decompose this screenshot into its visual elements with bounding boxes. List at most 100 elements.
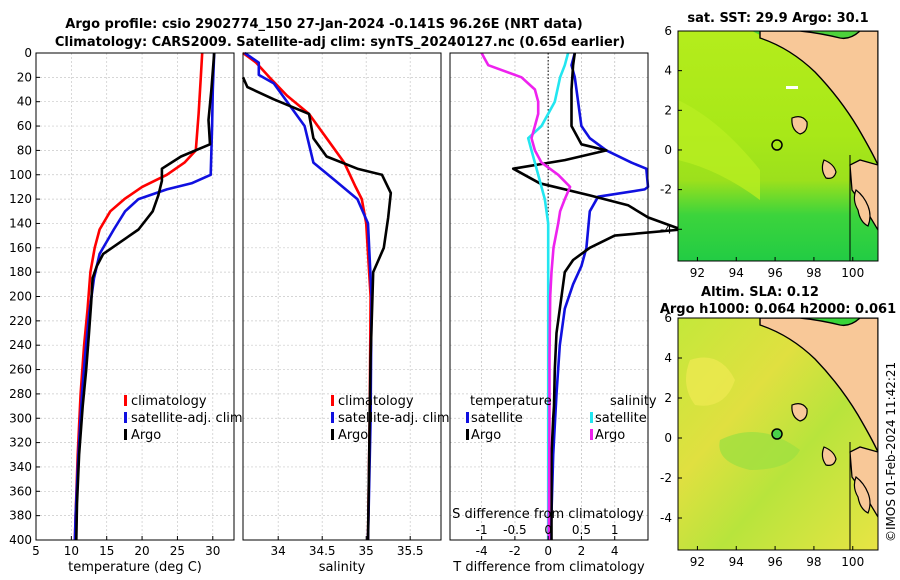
sst-map-ticks: 92 94 96 98 100 6 4 2 0 -2 -4	[660, 24, 864, 280]
legend-title-temperature: temperature	[470, 394, 552, 409]
y-tick-label: 340	[9, 460, 32, 474]
imos-timestamp: ©IMOS 01-Feb-2024 11:42:21	[884, 362, 898, 542]
sumatra-land-south	[849, 159, 878, 232]
s-tick-label: -1	[476, 523, 488, 537]
y-tick-label: 360	[9, 484, 32, 498]
series-argo	[75, 52, 216, 541]
sla-yellow-patch	[686, 357, 735, 406]
series-temperature-argo	[511, 52, 683, 540]
s-tick-label: -0.5	[503, 523, 526, 537]
axes-frame	[242, 52, 442, 541]
x-axis-label: salinity	[319, 560, 366, 575]
series-salinity-satellite	[526, 52, 570, 540]
map-y-tick-label: 4	[664, 351, 672, 365]
salinity-panel: 34 34.5 35 35.5 salinity climatology satellite…	[241, 51, 450, 575]
sla-sumatra-land-south	[849, 446, 878, 519]
legend-entry: Argo	[131, 428, 161, 443]
sla-argo-marker	[771, 428, 783, 440]
y-tick-label: 280	[9, 387, 32, 401]
difference-panel: -4 -2 0 2 4 T difference from climatology temp…	[449, 52, 683, 575]
y-tick-label: 80	[17, 143, 32, 157]
sst-warm-patch	[678, 100, 760, 200]
x-tick-label: -2	[509, 544, 521, 558]
sla-map-frame	[677, 317, 879, 551]
map-y-tick-label: 6	[664, 24, 672, 38]
island-mentawai	[853, 189, 871, 227]
x-tick-label: 35	[359, 544, 374, 558]
y-tick-label: 60	[17, 119, 32, 133]
legend-swatch	[466, 429, 469, 440]
map-y-tick-label: 4	[664, 64, 672, 78]
legend-swatch	[331, 429, 334, 440]
sla-island-simeulue	[791, 403, 808, 422]
s-tick-label: 0.5	[572, 523, 591, 537]
x-axis-label: temperature (deg C)	[68, 560, 202, 575]
legend-entry: satellite	[595, 411, 647, 426]
map-x-tick-label: 100	[841, 266, 864, 280]
legend-entry: satellite	[471, 411, 523, 426]
legend-entry: Argo	[338, 428, 368, 443]
y-tick-label: 200	[9, 290, 32, 304]
legend-title-salinity: salinity	[610, 394, 657, 409]
legend-swatch	[124, 412, 127, 423]
map-y-tick-label: 0	[664, 143, 672, 157]
x-tick-label: 34	[271, 544, 286, 558]
x-tick-label: 10	[64, 544, 79, 558]
map-y-tick-label: -4	[660, 511, 672, 525]
legend-swatch	[331, 412, 334, 423]
s-difference-label: S difference from climatology	[452, 507, 644, 522]
sla-map-title-line2: Argo h1000: 0.064 h2000: 0.061	[660, 302, 896, 317]
map-x-tick-label: 100	[841, 555, 864, 569]
x-tick-label: 0	[544, 544, 552, 558]
map-y-tick-label: -4	[660, 222, 672, 236]
s-tick-label: 1	[611, 523, 619, 537]
x-tick-label: 4	[611, 544, 619, 558]
x-tick-label: -4	[476, 544, 488, 558]
island-simeulue	[791, 116, 808, 135]
map-y-tick-label: -2	[660, 183, 672, 197]
map-y-tick-label: 2	[664, 391, 672, 405]
x-tick-label: 20	[134, 544, 149, 558]
map-x-tick-label: 98	[806, 266, 821, 280]
y-tick-label: 140	[9, 216, 32, 230]
temperature-panel: 0 20 40 60 80 100 120 140 160 180 200 220 240 260 280 3…	[9, 46, 243, 575]
sst-map: sat. SST: 29.9 Argo: 30.1 92 94 96 98 100 6 4 2…	[660, 11, 879, 280]
legend-entry: satellite-adj. clim	[131, 411, 243, 426]
y-tick-label: 160	[9, 241, 32, 255]
series-argo	[241, 76, 393, 541]
map-x-tick-label: 96	[767, 555, 782, 569]
y-tick-label: 120	[9, 192, 32, 206]
title-line2: Climatology: CARS2009. Satellite-adj cli…	[55, 35, 625, 50]
sla-map: Altim. SLA: 0.12 Argo h1000: 0.064 h2000…	[660, 285, 896, 569]
legend-entry: climatology	[131, 394, 207, 409]
y-tick-label: 300	[9, 411, 32, 425]
sla-map-ticks: 92 94 96 98 100 6 4 2 0 -2 -4	[660, 311, 864, 569]
map-x-tick-label: 96	[767, 266, 782, 280]
legend-swatch	[331, 395, 334, 406]
map-y-tick-label: 0	[664, 431, 672, 445]
map-x-tick-label: 92	[690, 266, 705, 280]
legend-entry: Argo	[595, 428, 625, 443]
y-tick-label: 180	[9, 265, 32, 279]
x-tick-label: 5	[32, 544, 40, 558]
sst-map-frame	[677, 30, 879, 262]
sst-white-mark	[786, 86, 798, 89]
sst-argo-marker	[771, 139, 783, 151]
map-x-tick-label: 98	[806, 555, 821, 569]
y-tick-label: 320	[9, 436, 32, 450]
x-tick-label: 25	[170, 544, 185, 558]
legend-swatch	[124, 429, 127, 440]
sla-island-nias	[821, 446, 837, 466]
map-y-tick-label: 2	[664, 103, 672, 117]
sla-green-patch	[719, 432, 800, 470]
map-x-tick-label: 94	[729, 555, 744, 569]
series-salinity-argo	[480, 52, 572, 541]
sst-map-title: sat. SST: 29.9 Argo: 30.1	[687, 11, 868, 26]
island-nias	[821, 159, 837, 179]
map-y-tick-label: -2	[660, 471, 672, 485]
legend-swatch	[124, 395, 127, 406]
y-tick-label: 40	[17, 95, 32, 109]
legend-swatch	[466, 412, 469, 423]
y-tick-label: 400	[9, 533, 32, 547]
